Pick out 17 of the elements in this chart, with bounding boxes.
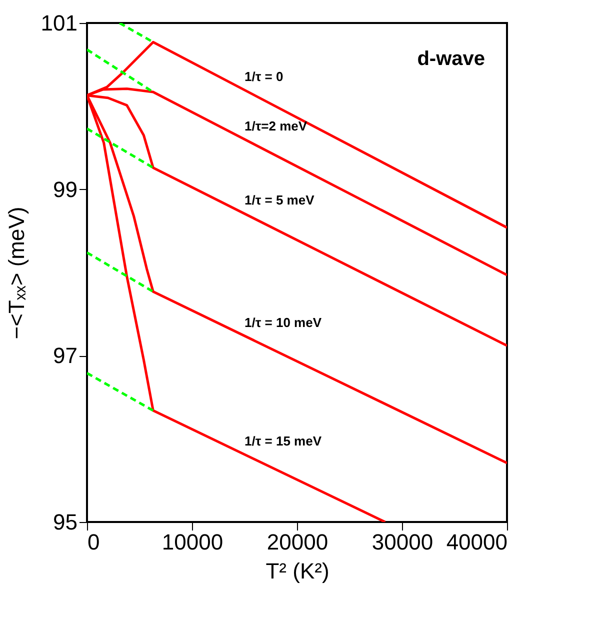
series-label: 1/τ = 15 meV xyxy=(244,433,322,448)
y-tick-label: 101 xyxy=(40,10,78,36)
series-label: 1/τ = 10 meV xyxy=(244,314,322,330)
series-label: 1/τ = 5 meV xyxy=(244,192,315,208)
x-axis-title: T² (K²) xyxy=(266,558,330,584)
x-tick-label: 30000 xyxy=(372,530,434,554)
y-tick-label: 95 xyxy=(53,510,78,534)
series-label: 1/τ=2 meV xyxy=(244,118,308,134)
series-label: 1/τ = 0 xyxy=(244,69,284,84)
x-tick-label: 40000 xyxy=(446,530,508,554)
x-tick-label: 0 xyxy=(88,530,100,554)
y-axis-title: −<Tₓₓ> (meV) xyxy=(4,206,29,340)
x-tick-label: 20000 xyxy=(266,530,328,554)
x-tick-label: 10000 xyxy=(162,530,224,554)
y-tick-label: 99 xyxy=(53,176,78,202)
annotation: d-wave xyxy=(417,48,485,70)
y-tick-label: 97 xyxy=(53,343,78,368)
